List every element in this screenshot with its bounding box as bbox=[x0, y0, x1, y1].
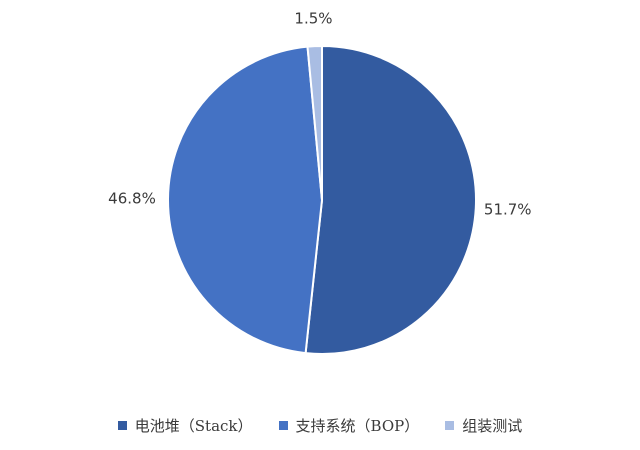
data-label-assembly-test: 1.5% bbox=[294, 10, 332, 28]
legend-item-stack: 电池堆（Stack） bbox=[117, 415, 253, 436]
legend: 电池堆（Stack） 支持系统（BOP） 组装测试 bbox=[0, 410, 640, 440]
legend-swatch-stack bbox=[117, 420, 127, 430]
legend-item-bop: 支持系统（BOP） bbox=[278, 415, 420, 436]
legend-swatch-bop bbox=[278, 420, 288, 430]
legend-label-assembly-test: 组装测试 bbox=[462, 416, 523, 435]
slice-stack bbox=[304, 44, 477, 355]
legend-label-bop: 支持系统（BOP） bbox=[295, 416, 420, 435]
legend-swatch-assembly-test bbox=[445, 420, 455, 430]
slice-assembly-test bbox=[306, 44, 323, 201]
slice-bop bbox=[167, 45, 324, 355]
data-label-stack: 51.7% bbox=[484, 200, 532, 218]
data-label-bop: 46.8% bbox=[108, 189, 156, 207]
legend-item-assembly-test: 组装测试 bbox=[445, 415, 522, 436]
legend-label-stack: 电池堆（Stack） bbox=[134, 416, 253, 435]
pie-chart: 51.7% 46.8% 1.5% bbox=[108, 10, 532, 355]
